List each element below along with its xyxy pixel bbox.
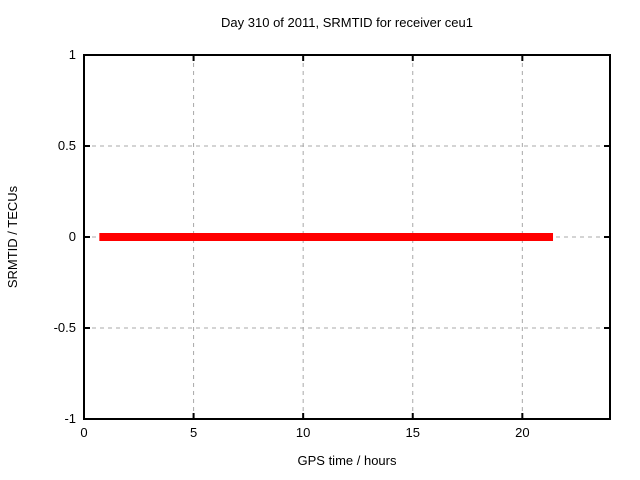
x-tick-label: 15 <box>406 425 420 440</box>
y-tick-label: 1 <box>69 47 76 62</box>
x-tick-label: 10 <box>296 425 310 440</box>
x-tick-label: 0 <box>80 425 87 440</box>
x-tick-label: 20 <box>515 425 529 440</box>
chart-title: Day 310 of 2011, SRMTID for receiver ceu… <box>221 15 473 30</box>
y-tick-label: 0 <box>69 229 76 244</box>
y-tick-label: -0.5 <box>54 320 76 335</box>
y-tick-label: 0.5 <box>58 138 76 153</box>
x-axis-label: GPS time / hours <box>298 453 397 468</box>
x-tick-label: 5 <box>190 425 197 440</box>
y-axis-label: SRMTID / TECUs <box>5 185 20 288</box>
y-tick-label: -1 <box>64 411 76 426</box>
plot-area: 0 5 10 15 20 1 0.5 0 -0.5 -1 <box>54 47 611 440</box>
